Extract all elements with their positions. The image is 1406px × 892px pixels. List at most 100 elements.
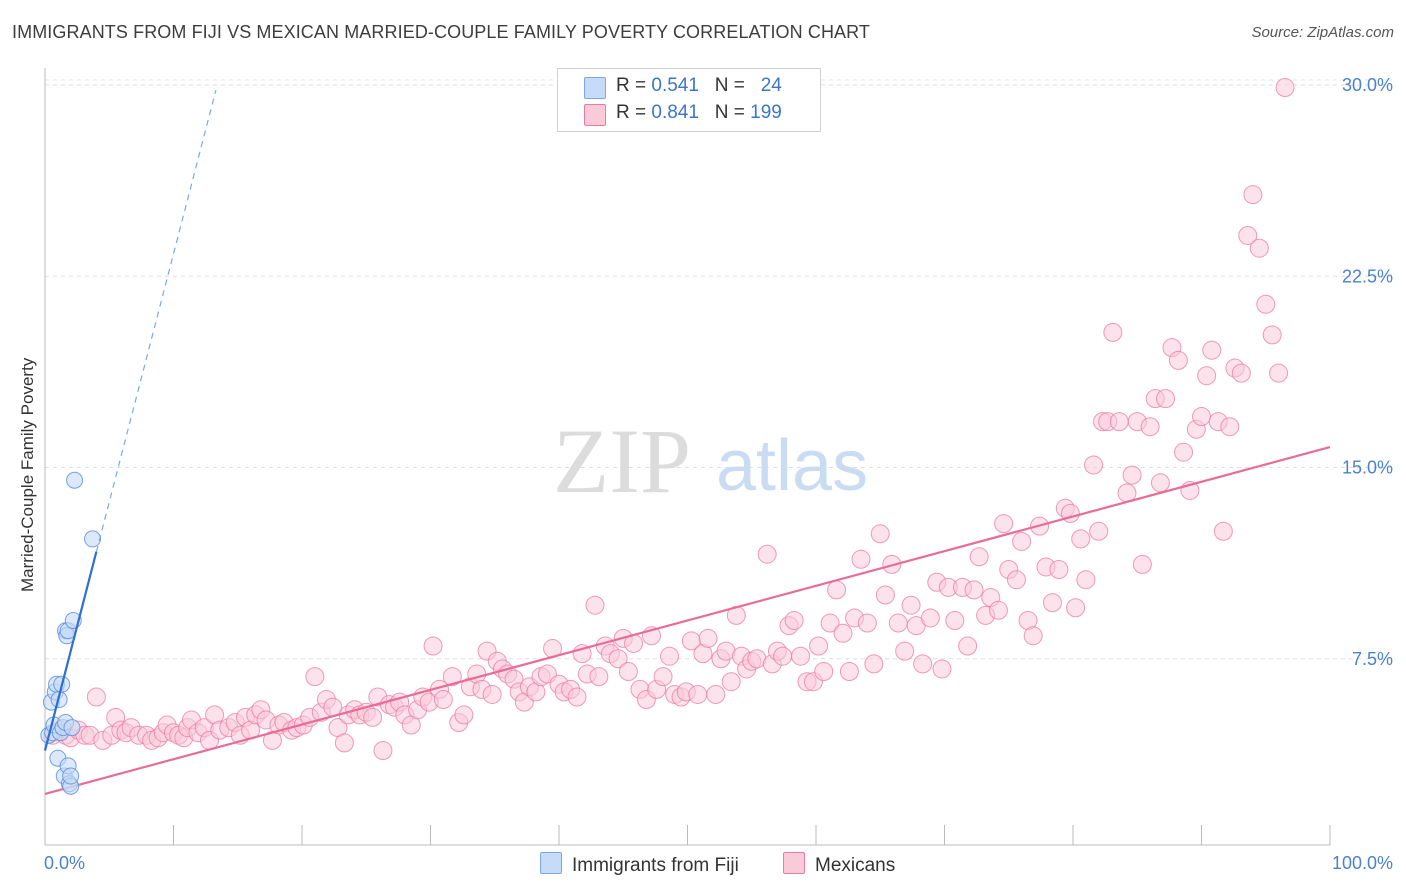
fiji-point xyxy=(66,471,84,489)
mexicans-point xyxy=(334,733,354,753)
mexicans-point xyxy=(305,667,325,687)
mexicans-point xyxy=(757,544,777,564)
mexicans-point xyxy=(1197,366,1217,386)
mexicans-point xyxy=(958,636,978,656)
mexicans-point xyxy=(1023,626,1043,646)
y-tick-label: 30.0% xyxy=(1342,75,1393,95)
bottom-legend-fiji[interactable]: Immigrants from Fiji xyxy=(540,852,739,877)
mexicans-point xyxy=(482,684,502,704)
mexicans-point xyxy=(1262,325,1282,345)
mexicans-point xyxy=(698,628,718,648)
mexicans-point xyxy=(1049,560,1069,579)
mexicans-point xyxy=(945,611,965,630)
mexicans-point xyxy=(784,611,804,630)
fiji-trendline xyxy=(43,89,217,751)
mexicans-point xyxy=(1256,294,1276,314)
tick-labels: 7.5% 15.0% 22.5% 30.0% 0.0% 100.0% xyxy=(44,75,1393,873)
mexicans-point xyxy=(791,646,811,666)
mexicans-point xyxy=(423,636,443,656)
mexicans-point xyxy=(1192,407,1211,426)
mexicans-point xyxy=(833,623,853,643)
fiji-legend-swatch xyxy=(540,852,562,874)
mexicans-point xyxy=(888,613,908,633)
mexicans-point xyxy=(86,687,106,707)
mexicans-point xyxy=(1132,554,1152,574)
legend-n-label: N = xyxy=(714,102,751,123)
mexicans-point xyxy=(932,659,952,679)
fiji-point xyxy=(62,767,80,785)
gridlines xyxy=(45,79,1392,660)
mexicans-point xyxy=(1238,225,1258,245)
mexicans-point xyxy=(875,585,895,605)
axes xyxy=(44,68,1331,846)
watermark: ZIP atlas xyxy=(553,410,868,512)
mexicans-point xyxy=(1071,529,1091,549)
mexicans-point xyxy=(585,595,605,615)
mexicans-point xyxy=(1156,389,1176,409)
mexicans-point xyxy=(1249,238,1269,258)
legend-r-value: 0.541 xyxy=(651,75,699,96)
mexicans-point xyxy=(1084,455,1104,475)
mexicans-point xyxy=(988,600,1008,620)
mexicans-point xyxy=(567,687,587,707)
mexicans-point xyxy=(608,649,628,669)
mexicans-point xyxy=(895,641,915,661)
legend-n-value: 199 xyxy=(750,102,782,123)
mexicans-point xyxy=(1076,570,1096,590)
mexicans-point xyxy=(1213,521,1233,541)
chart-title: IMMIGRANTS FROM FIJI VS MEXICAN MARRIED-… xyxy=(12,22,871,42)
mexicans-point xyxy=(920,608,940,628)
mexicans-point xyxy=(442,667,462,687)
watermark-atlas: atlas xyxy=(716,426,868,506)
mexicans-point xyxy=(660,646,680,666)
source-credit: Source: ZipAtlas.com xyxy=(1251,24,1394,41)
fiji-swatch xyxy=(584,77,606,99)
mexicans-point xyxy=(870,524,890,544)
mexicans-point xyxy=(1122,465,1142,485)
mexicans-legend-label: Mexicans xyxy=(815,855,896,876)
legend-r-value: 0.841 xyxy=(651,102,699,123)
mexicans-point xyxy=(454,705,474,725)
mexicans-point xyxy=(1042,593,1062,613)
mexicans-point xyxy=(1066,598,1086,618)
mexicans-point xyxy=(1269,363,1289,383)
mexicans-point xyxy=(1202,340,1222,360)
mexicans-swatch xyxy=(584,104,606,126)
mexicans-point xyxy=(809,636,829,656)
mexicans-trend-line xyxy=(44,446,1331,795)
mexicans-point xyxy=(589,667,609,687)
mexicans-point xyxy=(688,684,708,704)
mexicans-point xyxy=(1109,412,1129,432)
mexicans-point xyxy=(851,549,871,569)
mexicans-point xyxy=(969,547,989,567)
mexicans-point xyxy=(706,684,726,704)
mexicans-point xyxy=(1150,473,1170,493)
mexicans-trendline xyxy=(44,446,1331,795)
mexicans-point xyxy=(1089,521,1109,541)
fiji-legend-label: Immigrants from Fiji xyxy=(572,855,739,876)
mexicans-point xyxy=(901,595,921,615)
y-tick-label: 22.5% xyxy=(1342,266,1393,286)
mexicans-point xyxy=(864,654,884,674)
legend-r-label: R = xyxy=(616,102,652,123)
mexicans-point xyxy=(433,690,453,710)
mexicans-point xyxy=(1220,417,1240,437)
mexicans-point xyxy=(1275,78,1295,98)
mexicans-point xyxy=(827,580,847,600)
correlation-legend: R = 0.541 N = 24 R = 0.841 N = 199 xyxy=(557,68,821,132)
x-tick-label: 100.0% xyxy=(1332,853,1393,873)
mexicans-point xyxy=(820,613,840,633)
mexicans-point xyxy=(913,654,933,674)
mexicans-point xyxy=(653,667,673,687)
bottom-legend-mexicans[interactable]: Mexicans xyxy=(783,852,895,877)
fiji-point xyxy=(84,530,102,548)
mexicans-point xyxy=(373,741,393,761)
mexicans-point xyxy=(618,662,638,681)
mexicans-point xyxy=(1012,531,1032,551)
x-tick-label: 0.0% xyxy=(44,853,85,873)
mexicans-point xyxy=(1174,442,1194,462)
mexicans-point xyxy=(1006,570,1026,590)
mexicans-point xyxy=(964,580,984,600)
mexicans-point xyxy=(1231,363,1251,383)
